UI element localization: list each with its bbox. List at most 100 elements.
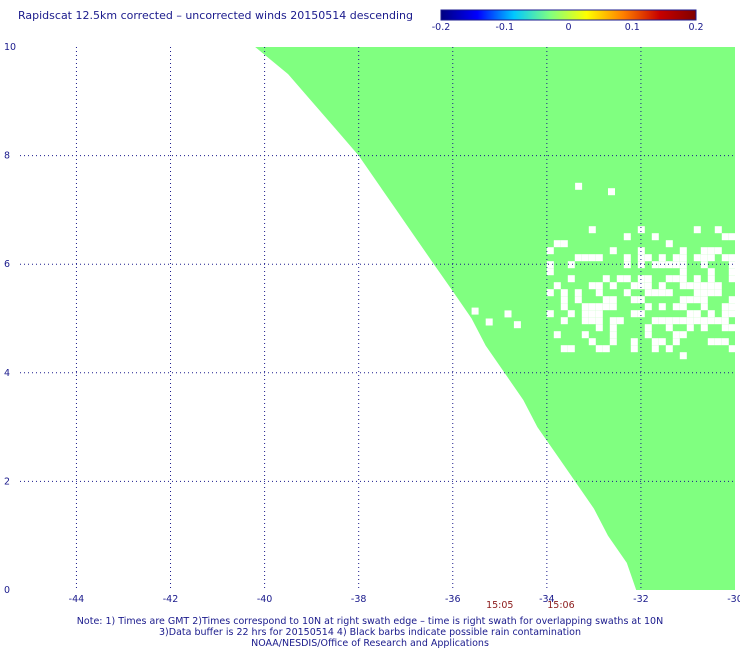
missing-data-cell: [693, 226, 701, 234]
missing-data-cell: [728, 303, 736, 311]
missing-data-cell: [588, 254, 596, 262]
missing-data-cell: [609, 338, 617, 346]
colorbar-gradient: [440, 9, 697, 21]
missing-data-cell: [609, 296, 617, 304]
missing-data-cell: [721, 338, 729, 346]
missing-data-cell: [574, 289, 582, 297]
missing-data-cell: [665, 345, 673, 353]
missing-data-cell: [602, 303, 610, 311]
missing-data-cell: [560, 317, 568, 325]
missing-data-cell: [700, 317, 708, 325]
missing-data-cell: [721, 317, 729, 325]
missing-data-cell: [658, 282, 666, 290]
missing-data-cell: [728, 254, 736, 262]
colorbar-tick-label: 0.2: [688, 22, 703, 33]
missing-data-cell: [686, 317, 694, 325]
colorbar: -0.2 -0.1 0 0.1 0.2: [432, 9, 704, 33]
missing-data-cell: [658, 317, 666, 325]
chart-title: Rapidscat 12.5km corrected – uncorrected…: [18, 9, 414, 22]
missing-data-cell: [616, 317, 624, 325]
missing-data-cell: [693, 254, 701, 262]
missing-data-cell: [608, 188, 615, 196]
missing-data-cell: [700, 324, 708, 332]
missing-data-cell: [700, 247, 708, 255]
missing-data-cell: [686, 324, 694, 332]
missing-data-cell: [595, 310, 603, 318]
missing-data-cell: [588, 317, 596, 325]
missing-data-cell: [707, 247, 715, 255]
missing-data-cell: [693, 296, 701, 304]
missing-data-cell: [546, 289, 554, 297]
missing-data-cell: [651, 317, 659, 325]
missing-data-cell: [553, 282, 561, 290]
missing-data-cell: [581, 317, 589, 325]
missing-data-cell: [574, 254, 582, 262]
missing-data-cell: [637, 247, 645, 255]
missing-data-cell: [728, 310, 736, 318]
x-tick-label: -36: [445, 594, 461, 605]
missing-data-cell: [728, 296, 736, 304]
missing-data-cell: [679, 296, 687, 304]
y-tick-label: 0: [4, 585, 10, 596]
missing-data-cell: [679, 275, 687, 283]
x-tick-label: -38: [351, 594, 367, 605]
missing-data-cell: [714, 282, 722, 290]
missing-data-cell: [630, 310, 638, 318]
missing-data-cell: [693, 310, 701, 318]
missing-data-cell: [609, 282, 617, 290]
missing-data-cell: [623, 254, 631, 262]
missing-data-cell: [560, 345, 568, 353]
missing-data-cell: [721, 303, 729, 311]
missing-data-cell: [630, 282, 638, 290]
missing-data-cell: [728, 324, 736, 332]
missing-data-cell: [637, 226, 645, 234]
missing-data-cell: [560, 296, 568, 304]
missing-data-cell: [623, 289, 631, 297]
missing-data-cell: [575, 182, 583, 190]
missing-data-cell: [637, 261, 645, 269]
missing-data-cell: [595, 324, 603, 332]
missing-data-cell: [546, 310, 554, 318]
swath-time-label: 15:05: [486, 600, 513, 611]
missing-data-cell: [602, 345, 610, 353]
missing-data-cell: [665, 240, 673, 248]
missing-data-cell: [651, 261, 659, 269]
missing-data-cell: [672, 254, 680, 262]
missing-data-cell: [714, 338, 722, 346]
missing-data-cell: [595, 289, 603, 297]
missing-data-cell: [623, 261, 631, 269]
missing-data-cell: [700, 289, 708, 297]
missing-data-cell: [686, 310, 694, 318]
missing-data-cell: [602, 296, 610, 304]
missing-data-cell: [471, 307, 479, 315]
missing-data-cell: [651, 289, 659, 297]
missing-data-cell: [728, 275, 736, 283]
missing-data-cell: [637, 282, 645, 290]
missing-data-cell: [700, 282, 708, 290]
missing-data-cell: [665, 317, 673, 325]
missing-data-cell: [588, 226, 596, 234]
x-tick-labels: -44 -42 -40 -38 -36 -34 -32 -30: [69, 594, 740, 605]
note-line-2: 3)Data buffer is 22 hrs for 20150514 4) …: [159, 627, 581, 638]
missing-data-cell: [485, 318, 493, 326]
missing-data-cell: [637, 254, 645, 262]
missing-data-cell: [658, 289, 666, 297]
missing-data-cell: [721, 310, 729, 318]
missing-data-cell: [504, 310, 512, 318]
missing-data-cell: [567, 345, 575, 353]
missing-data-cell: [588, 338, 596, 346]
missing-data-cell: [588, 310, 596, 318]
missing-data-cell: [728, 345, 736, 353]
missing-data-cell: [658, 254, 666, 262]
note-line-1: Note: 1) Times are GMT 2)Times correspon…: [76, 616, 664, 627]
missing-data-cell: [658, 338, 666, 346]
missing-data-cell: [553, 240, 561, 248]
swath-data: [255, 47, 736, 590]
missing-data-cell: [707, 310, 715, 318]
missing-data-cell: [672, 303, 680, 311]
missing-data-cell: [714, 317, 722, 325]
x-tick-label: -32: [633, 594, 649, 605]
missing-data-cell: [679, 282, 687, 290]
missing-data-cell: [707, 275, 715, 283]
gridlines: [20, 47, 735, 590]
